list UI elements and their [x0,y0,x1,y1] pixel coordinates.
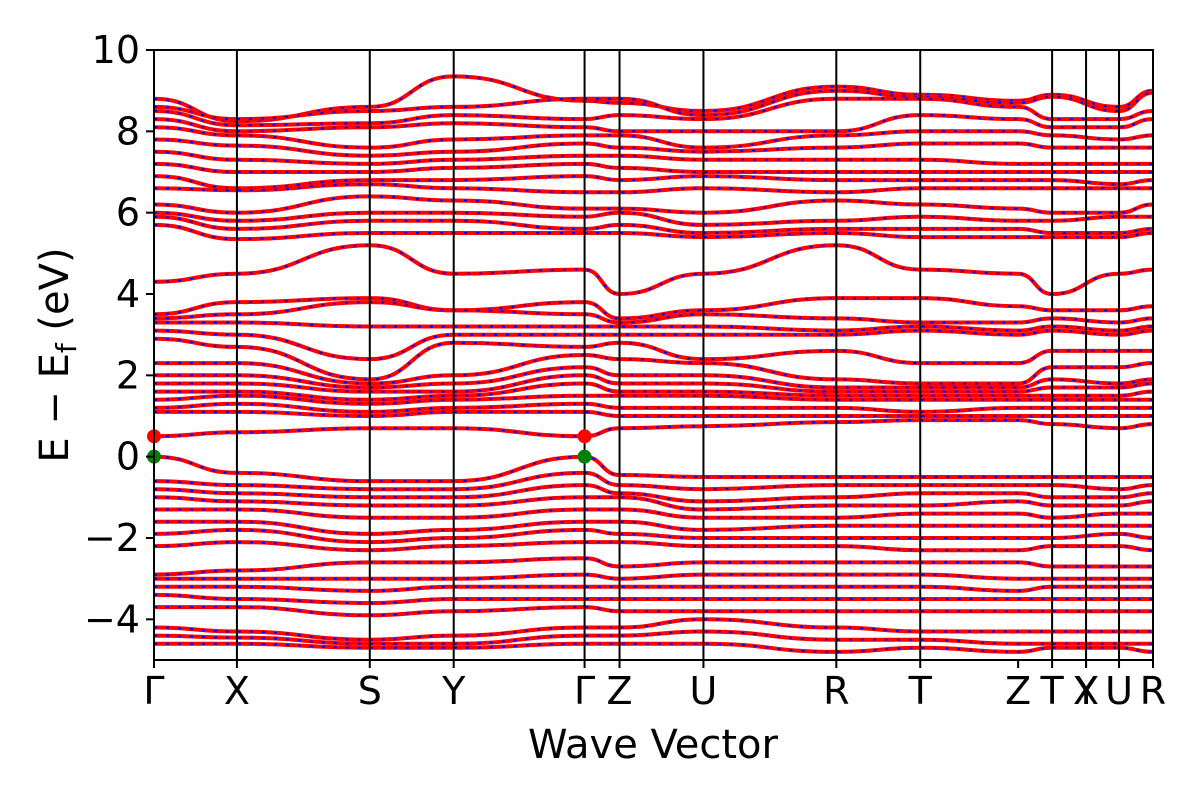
x-tick-label: Y [441,669,466,713]
y-tick-label: 2 [116,353,140,397]
band-line-7 [153,149,1153,166]
x-axis-ticks: Γ X S Y Γ Z U R T Z T YX U R [143,660,1166,713]
y-axis-ticks: −4 −2 0 2 4 6 8 10 [84,28,154,641]
x-tick-label: X [1073,669,1099,713]
x-tick-label: X [224,669,250,713]
x-tick-label: Z [1005,669,1031,713]
band-line-2 [153,88,1154,122]
band-line-35 [153,527,1154,545]
band-line-overlay-41 [154,606,1153,617]
x-tick-label: R [823,669,849,713]
band-line-overlay-26 [153,402,1153,413]
band-line-overlay-42 [153,618,1153,641]
x-tick-label: T [1039,669,1064,713]
band-line-overlay-43 [153,630,1153,645]
band-line-overlay-36 [153,541,1154,552]
y-tick-label: 6 [116,191,140,235]
band-line-overlay-1 [153,75,1154,123]
band-line-6 [153,137,1153,158]
x-tick-label: S [358,669,382,713]
band-line-overlay-35 [153,528,1154,544]
band-line-overlay-25 [153,394,1153,405]
band-line-30 [153,470,1154,492]
x-tick-label: Γ [143,669,164,713]
band-line-17 [153,300,1154,325]
band-line-overlay-44 [154,642,1154,653]
band-line-overlay-16 [153,297,1154,320]
y-axis-title-subscript: f [50,342,83,353]
band-line-27 [154,409,1153,419]
band-line-overlay-32 [153,496,1154,511]
x-tick-label: Z [607,669,633,713]
band-line-11 [153,194,1154,215]
band-line-overlay-40 [153,593,1153,605]
band-line-9 [153,174,1154,191]
band-line-37 [153,556,1153,577]
band-line-31 [153,483,1154,504]
band-line-32 [153,495,1154,512]
band-line-overlay-29 [153,455,1154,483]
band-line-19 [153,328,1154,362]
band-line-38 [153,572,1153,581]
x-tick-label: Γ [574,669,595,713]
band-line-10 [153,182,1153,195]
band-line-23 [153,373,1154,394]
band-line-overlay-39 [154,585,1153,592]
kpoint-vertical-lines [235,50,1121,660]
x-tick-label: T [908,669,933,713]
band-line-overlay-15 [153,244,1154,296]
band-line-overlay-33 [154,508,1153,519]
band-line-overlay-34 [153,520,1153,535]
band-line-overlay-3 [153,97,1154,127]
band-line-15 [153,243,1154,296]
band-line-29 [153,454,1154,484]
band-line-40 [153,592,1153,606]
band-line-36 [153,540,1154,553]
y-axis-title: E − Ef (eV) [32,247,83,462]
y-tick-label: 8 [116,109,140,153]
band-line-overlay-11 [153,195,1154,214]
band-line-overlay-12 [153,211,1153,226]
band-line-21 [154,353,1154,386]
x-axis-title: Wave Vector [528,722,779,768]
band-line-overlay-22 [153,366,1154,389]
band-line-42 [153,617,1153,642]
y-tick-label: 10 [92,28,140,72]
band-lines [153,74,1154,654]
vbm-marker-2 [577,449,592,464]
x-tick-label: R [1140,669,1166,713]
cbm-marker-2 [577,429,592,444]
band-line-28 [153,418,1154,439]
band-line-39 [154,584,1153,593]
band-line-overlay-10 [153,183,1153,194]
y-tick-label: −2 [84,516,140,560]
band-line-41 [154,605,1153,618]
y-tick-label: 0 [116,435,140,479]
plot-frame [153,49,1154,661]
band-line-overlay-5 [153,126,1154,149]
band-line-overlay-27 [154,410,1153,418]
x-tick-label: Y [1073,669,1098,713]
band-line-overlay-20 [153,337,1153,381]
band-line-34 [153,519,1153,536]
y-axis-title-unit: (eV) [32,247,78,343]
band-line-13 [153,214,1154,235]
y-tick-label: −4 [84,597,140,641]
band-line-overlay-38 [153,573,1153,580]
y-axis-title-main: E − E [32,353,78,463]
band-line-33 [154,507,1153,520]
x-tick-label: U [1105,669,1133,713]
y-tick-label: 4 [116,272,140,316]
band-line-overlay-7 [153,150,1153,165]
band-line-24 [154,381,1154,402]
x-tick-label: U [690,669,718,713]
band-line-overlay-4 [153,114,1154,133]
band-line-26 [153,401,1153,414]
band-line-overlay-8 [153,162,1153,174]
band-line-14 [153,222,1154,242]
band-line-overlay-18 [154,321,1154,332]
